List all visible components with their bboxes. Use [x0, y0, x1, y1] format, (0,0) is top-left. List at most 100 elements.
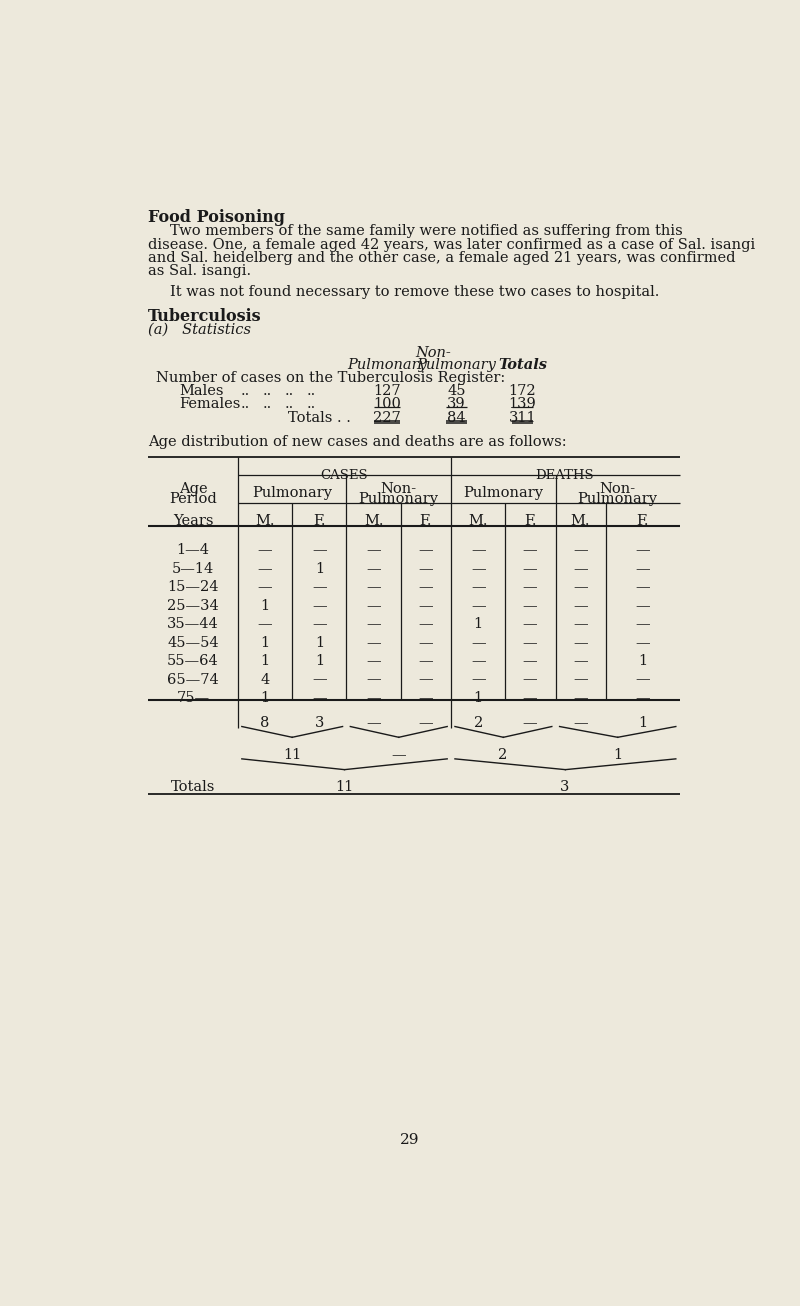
- Text: —: —: [635, 691, 650, 705]
- Text: 55—64: 55—64: [167, 654, 219, 669]
- Text: Pulmonary: Pulmonary: [347, 358, 426, 372]
- Text: 172: 172: [509, 384, 536, 398]
- Text: —: —: [471, 543, 486, 558]
- Text: —: —: [366, 543, 381, 558]
- Text: —: —: [573, 654, 588, 669]
- Text: Age: Age: [178, 482, 207, 496]
- Text: —: —: [418, 543, 433, 558]
- Text: —: —: [523, 654, 538, 669]
- Text: 127: 127: [373, 384, 401, 398]
- Text: and Sal. heidelberg and the other case, a female aged 21 years, was confirmed: and Sal. heidelberg and the other case, …: [148, 251, 735, 265]
- Text: 3: 3: [314, 716, 324, 730]
- Text: —: —: [471, 673, 486, 687]
- Text: Pulmonary: Pulmonary: [358, 492, 438, 507]
- Text: —: —: [391, 748, 406, 763]
- Text: Pulmonary: Pulmonary: [417, 358, 497, 372]
- Text: —: —: [366, 598, 381, 613]
- Text: —: —: [312, 618, 326, 631]
- Text: 84: 84: [447, 411, 466, 424]
- Text: —: —: [418, 618, 433, 631]
- Text: 45—54: 45—54: [167, 636, 219, 649]
- Text: Non-: Non-: [380, 482, 417, 496]
- Text: 1: 1: [314, 636, 324, 649]
- Text: 39: 39: [447, 397, 466, 411]
- Text: F.: F.: [636, 515, 649, 528]
- Text: F.: F.: [419, 515, 432, 528]
- Text: 1—4: 1—4: [177, 543, 210, 558]
- Text: Food Poisoning: Food Poisoning: [148, 209, 285, 226]
- Text: Age distribution of new cases and deaths are as follows:: Age distribution of new cases and deaths…: [148, 435, 566, 449]
- Text: ..: ..: [262, 397, 272, 411]
- Text: —: —: [366, 636, 381, 649]
- Text: —: —: [635, 580, 650, 594]
- Text: —: —: [366, 716, 381, 730]
- Text: —: —: [573, 636, 588, 649]
- Text: 4: 4: [261, 673, 270, 687]
- Text: —: —: [312, 598, 326, 613]
- Text: 15—24: 15—24: [167, 580, 218, 594]
- Text: —: —: [258, 562, 272, 576]
- Text: —: —: [523, 716, 538, 730]
- Text: M.: M.: [255, 515, 275, 528]
- Text: —: —: [312, 691, 326, 705]
- Text: —: —: [573, 716, 588, 730]
- Text: ..: ..: [285, 384, 294, 398]
- Text: 1: 1: [474, 691, 482, 705]
- Text: Females: Females: [179, 397, 241, 411]
- Text: —: —: [312, 673, 326, 687]
- Text: 3: 3: [560, 781, 570, 794]
- Text: —: —: [366, 673, 381, 687]
- Text: 1: 1: [261, 636, 270, 649]
- Text: ..: ..: [285, 397, 294, 411]
- Text: 311: 311: [509, 411, 536, 424]
- Text: —: —: [418, 654, 433, 669]
- Text: —: —: [573, 618, 588, 631]
- Text: 75—: 75—: [177, 691, 210, 705]
- Text: —: —: [418, 580, 433, 594]
- Text: —: —: [635, 543, 650, 558]
- Text: —: —: [573, 543, 588, 558]
- Text: —: —: [573, 691, 588, 705]
- Text: 45: 45: [447, 384, 466, 398]
- Text: —: —: [258, 543, 272, 558]
- Text: Males: Males: [179, 384, 223, 398]
- Text: 1: 1: [261, 598, 270, 613]
- Text: ..: ..: [306, 384, 315, 398]
- Text: 227: 227: [373, 411, 401, 424]
- Text: ..: ..: [241, 384, 250, 398]
- Text: —: —: [635, 618, 650, 631]
- Text: 1: 1: [261, 691, 270, 705]
- Text: 2: 2: [474, 716, 483, 730]
- Text: CASES: CASES: [320, 469, 368, 482]
- Text: —: —: [635, 673, 650, 687]
- Text: —: —: [366, 580, 381, 594]
- Text: 11: 11: [283, 748, 302, 763]
- Text: 1: 1: [613, 748, 622, 763]
- Text: 1: 1: [314, 562, 324, 576]
- Text: —: —: [523, 636, 538, 649]
- Text: —: —: [635, 562, 650, 576]
- Text: —: —: [471, 654, 486, 669]
- Text: 139: 139: [509, 397, 536, 411]
- Text: —: —: [523, 562, 538, 576]
- Text: (a)   Statistics: (a) Statistics: [148, 323, 251, 337]
- Text: disease. One, a female aged 42 years, was later confirmed as a case of Sal. isan: disease. One, a female aged 42 years, wa…: [148, 238, 755, 252]
- Text: —: —: [366, 691, 381, 705]
- Text: —: —: [418, 636, 433, 649]
- Text: 1: 1: [261, 654, 270, 669]
- Text: —: —: [523, 543, 538, 558]
- Text: 8: 8: [260, 716, 270, 730]
- Text: Pulmonary: Pulmonary: [252, 486, 332, 500]
- Text: —: —: [366, 654, 381, 669]
- Text: DEATHS: DEATHS: [536, 469, 594, 482]
- Text: Number of cases on the Tuberculosis Register:: Number of cases on the Tuberculosis Regi…: [156, 371, 505, 385]
- Text: —: —: [573, 562, 588, 576]
- Text: 11: 11: [335, 781, 354, 794]
- Text: ..: ..: [306, 397, 315, 411]
- Text: F.: F.: [524, 515, 536, 528]
- Text: M.: M.: [364, 515, 383, 528]
- Text: Years: Years: [173, 515, 214, 528]
- Text: Tuberculosis: Tuberculosis: [148, 308, 262, 325]
- Text: M.: M.: [570, 515, 590, 528]
- Text: 1: 1: [314, 654, 324, 669]
